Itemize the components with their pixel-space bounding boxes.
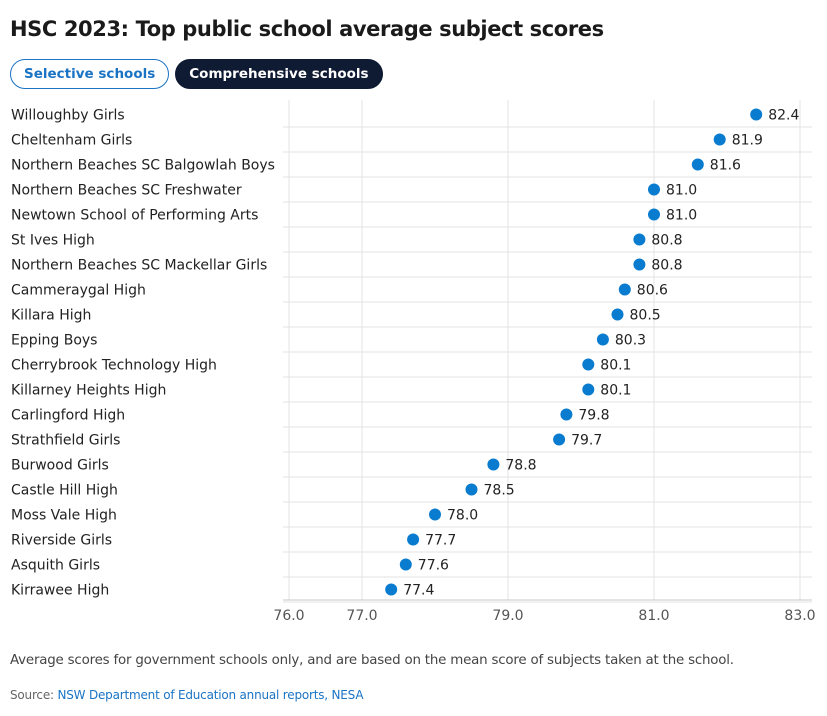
data-points (385, 108, 763, 596)
data-label: 78.5 (484, 483, 515, 499)
data-label: 77.4 (403, 583, 434, 599)
x-tick-label: 81.0 (638, 608, 669, 624)
category-label: Strathfield Girls (11, 433, 120, 449)
category-label: Newtown School of Performing Arts (11, 208, 258, 224)
data-label: 82.4 (768, 108, 799, 124)
data-point (618, 283, 631, 296)
chart-source: Source: NSW Department of Education annu… (10, 688, 364, 702)
data-point (713, 133, 726, 146)
data-label: 80.1 (600, 358, 631, 374)
category-label: Willoughby Girls (11, 108, 125, 124)
category-label: Cheltenham Girls (11, 133, 132, 149)
category-label: Epping Boys (11, 333, 97, 349)
data-label: 81.0 (666, 183, 697, 199)
x-tick-label: 83.0 (784, 608, 815, 624)
data-point (399, 558, 412, 571)
x-axis: 76.0 77.0 79.0 81.0 83.0 (273, 599, 816, 624)
category-label: Northern Beaches SC Balgowlah Boys (11, 158, 275, 174)
category-label: Asquith Girls (11, 558, 100, 574)
data-label: 80.8 (651, 258, 682, 274)
source-prefix: Source: (10, 688, 58, 702)
data-point (633, 258, 646, 271)
category-label: St Ives High (11, 233, 95, 249)
data-label: 80.1 (600, 383, 631, 399)
data-point (596, 333, 609, 346)
category-label: Cammeraygal High (11, 283, 146, 299)
data-point (429, 508, 441, 521)
data-label: 79.7 (571, 433, 602, 449)
category-label: Kirrawee High (11, 583, 109, 599)
data-point (648, 183, 660, 196)
data-label: 80.6 (637, 283, 668, 299)
data-point (750, 108, 763, 121)
category-label: Killara High (11, 308, 91, 324)
x-tick-label: 77.0 (346, 608, 377, 624)
data-labels: 82.4 81.9 81.6 81.0 81.0 80.8 80.8 80.6 80.5 80.3… (403, 108, 799, 599)
data-label: 80.8 (651, 233, 682, 249)
dot-plot-chart: Willoughby Girls Cheltenham Girls Northern… (11, 100, 816, 624)
data-label: 81.0 (666, 208, 697, 224)
chart-footnote: Average scores for government schools on… (10, 653, 734, 668)
data-point (487, 458, 500, 471)
gridlines (283, 100, 812, 603)
category-label: Northern Beaches SC Mackellar Girls (11, 258, 267, 274)
tab-selective-schools[interactable]: Selective schools (10, 59, 170, 89)
chart-title: HSC 2023: Top public school average subj… (10, 17, 604, 41)
data-label: 80.5 (630, 308, 661, 324)
data-label: 77.7 (425, 533, 456, 549)
data-point (385, 583, 398, 596)
data-point (407, 533, 420, 546)
data-point (611, 308, 624, 321)
data-label: 77.6 (418, 558, 449, 574)
school-type-tabs: Selective schools Comprehensive schools (10, 59, 383, 89)
category-label: Riverside Girls (11, 533, 112, 549)
data-point (560, 408, 573, 421)
data-point (648, 208, 660, 221)
category-label: Northern Beaches SC Freshwater (11, 183, 242, 199)
x-tick-label: 76.0 (273, 608, 304, 624)
category-label: Moss Vale High (11, 508, 117, 524)
data-point (633, 233, 646, 246)
x-tick-label: 79.0 (492, 608, 523, 624)
data-point (553, 433, 566, 446)
data-point (465, 483, 478, 496)
category-label: Castle Hill High (11, 483, 118, 499)
data-label: 78.8 (505, 458, 536, 474)
category-label: Carlingford High (11, 408, 125, 424)
data-label: 78.0 (447, 508, 478, 524)
category-label: Cherrybrook Technology High (11, 358, 217, 374)
tab-comprehensive-schools[interactable]: Comprehensive schools (175, 59, 383, 89)
data-point (691, 158, 704, 171)
source-link[interactable]: NSW Department of Education annual repor… (57, 688, 364, 702)
data-point (582, 358, 595, 371)
data-label: 81.6 (710, 158, 741, 174)
data-label: 79.8 (578, 408, 609, 424)
data-label: 81.9 (732, 133, 763, 149)
data-label: 80.3 (615, 333, 646, 349)
data-point (582, 383, 595, 396)
category-labels: Willoughby Girls Cheltenham Girls Northern… (11, 108, 275, 599)
category-label: Burwood Girls (11, 458, 109, 474)
category-label: Killarney Heights High (11, 383, 166, 399)
